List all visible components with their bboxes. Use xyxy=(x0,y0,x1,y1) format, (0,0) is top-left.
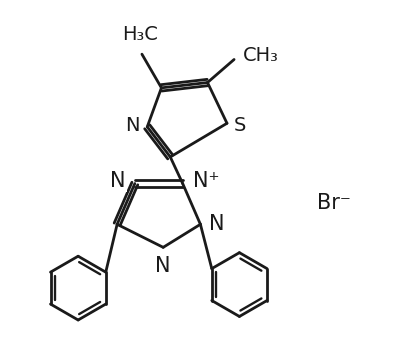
Text: N: N xyxy=(156,256,171,276)
Text: S: S xyxy=(234,116,247,135)
Text: CH₃: CH₃ xyxy=(243,46,279,66)
Text: N⁺: N⁺ xyxy=(193,171,219,191)
Text: N: N xyxy=(125,116,139,135)
Text: Br⁻: Br⁻ xyxy=(317,193,351,213)
Text: N: N xyxy=(110,171,126,191)
Text: H₃C: H₃C xyxy=(122,25,158,44)
Text: N: N xyxy=(209,214,225,234)
